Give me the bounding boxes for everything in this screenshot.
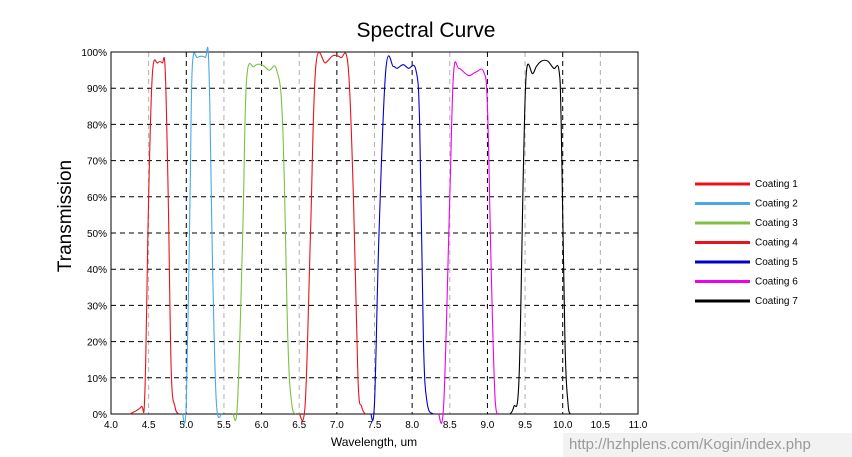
chart-title: Spectral Curve <box>357 19 496 42</box>
x-tick-label: 7.5 <box>368 420 382 431</box>
y-tick-label: 50% <box>87 229 107 240</box>
y-tick-label: 70% <box>87 157 107 168</box>
x-tick-label: 4.0 <box>104 420 118 431</box>
y-tick-label: 100% <box>81 48 107 59</box>
x-tick-label: 8.0 <box>405 420 419 431</box>
plot-frame <box>110 51 639 415</box>
legend-label: Coating 5 <box>755 257 798 268</box>
y-tick-label: 10% <box>87 374 107 385</box>
y-axis-ticks: 0% 10% 20% 30% 40% 50% 60% 70% 80% 90% 100% <box>81 48 107 421</box>
y-tick-label: 80% <box>87 120 107 131</box>
y-axis-label: Transmission <box>55 160 76 272</box>
legend-label: Coating 3 <box>755 218 798 229</box>
x-tick-label: 6.0 <box>255 420 269 431</box>
series-line-coating-3 <box>232 63 296 421</box>
grid-lines <box>111 52 638 414</box>
x-tick-label: 10.5 <box>591 420 611 431</box>
y-tick-label: 30% <box>87 301 107 312</box>
legend-label: Coating 2 <box>755 199 798 210</box>
legend-label: Coating 4 <box>755 238 798 249</box>
x-tick-label: 9.0 <box>480 420 494 431</box>
series-line-coating-2 <box>181 47 223 424</box>
x-tick-label: 8.5 <box>443 420 457 431</box>
x-tick-label: 5.5 <box>217 420 231 431</box>
legend: Coating 1 Coating 2 Coating 3 Coating 4 Coat… <box>695 179 798 307</box>
x-tick-label: 7.0 <box>330 420 344 431</box>
series-line-coating-7 <box>509 59 571 415</box>
x-tick-label: 10.0 <box>553 420 573 431</box>
series-line-coating-1 <box>129 57 180 415</box>
series-line-coating-4 <box>298 51 366 421</box>
legend-label: Coating 7 <box>755 296 798 307</box>
series-line-coating-6 <box>437 61 500 424</box>
legend-label: Coating 1 <box>755 179 798 190</box>
x-tick-label: 6.5 <box>292 420 306 431</box>
series-line-coating-5 <box>370 55 434 421</box>
y-tick-label: 60% <box>87 193 107 204</box>
x-axis-label: Wavelength, um <box>331 435 417 449</box>
y-tick-label: 90% <box>87 84 107 95</box>
y-tick-label: 0% <box>93 410 108 421</box>
y-tick-label: 40% <box>87 265 107 276</box>
x-tick-label: 9.5 <box>518 420 532 431</box>
legend-label: Coating 6 <box>755 277 798 288</box>
series-lines <box>129 47 571 424</box>
x-axis-ticks: 4.0 4.5 5.0 5.5 6.0 6.5 7.0 7.5 8.0 8.5 9.0 9.5 10.0… <box>104 420 648 431</box>
x-tick-label: 4.5 <box>142 420 156 431</box>
y-tick-label: 20% <box>87 338 107 349</box>
x-tick-label: 5.0 <box>179 420 193 431</box>
watermark-url: http://hzhplens.com/Kogin/index.php <box>563 433 852 457</box>
x-tick-label: 11.0 <box>629 420 648 431</box>
